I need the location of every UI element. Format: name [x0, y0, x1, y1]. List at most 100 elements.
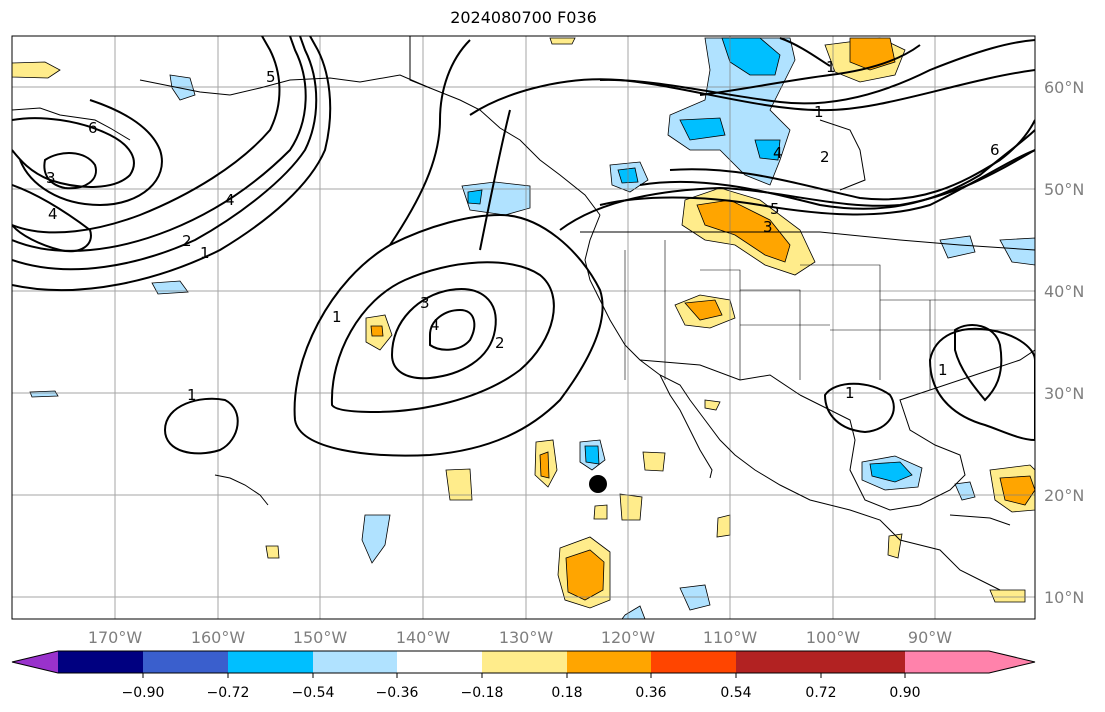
anomaly-region-hawaii-positive [265, 545, 280, 559]
colorbar-tick-label: −0.54 [292, 685, 335, 701]
contour-jet-4 [639, 129, 1035, 210]
anomaly-core-northeast [849, 37, 896, 71]
colorbar-tick-label: −0.36 [376, 685, 419, 701]
contour-pacific-high-outer [293, 213, 604, 457]
coast-baja [659, 374, 713, 479]
anomaly-core-pacific-1 [370, 325, 384, 337]
lat-label: 10°N [1044, 588, 1084, 607]
contour-west-7 [12, 184, 92, 253]
colorbar-tick-label: 0.90 [889, 685, 920, 701]
coast-west-us [584, 214, 1001, 591]
contour-pacific-high-2 [330, 261, 555, 414]
lon-label: 110°W [703, 628, 758, 647]
coast-hawaii [214, 474, 269, 506]
contour-east-1 [928, 327, 1035, 442]
anomaly-core-nevada [684, 299, 723, 321]
contour-label-6: 6 [990, 141, 1000, 159]
anomaly-region-pacific-negative-2 [29, 390, 59, 398]
anomaly-core-subtropic-1 [539, 451, 550, 479]
latitude-labels: 60°N 50°N 40°N 30°N 20°N 10°N [1044, 78, 1084, 607]
colorbar-segment [736, 651, 821, 673]
anomaly-region-northwest-positive [12, 61, 61, 79]
lon-label: 130°W [499, 628, 554, 647]
colorbar-tick-label: 0.72 [805, 685, 836, 701]
border-alaska [409, 36, 431, 89]
state-lines [624, 240, 1035, 390]
anomaly-core-goa [467, 189, 483, 205]
anomaly-core-gulf [869, 461, 913, 483]
colorbar-tick-label: 0.36 [635, 685, 666, 701]
contour-label-5: 5 [770, 200, 780, 218]
contours [12, 36, 1035, 457]
lat-label: 50°N [1044, 180, 1084, 199]
anomaly-region-top-positive [549, 37, 576, 45]
contour-pacific-ridge-2 [479, 109, 511, 251]
colorbar-ticks [142, 673, 906, 678]
contour-pacific-high-4 [429, 308, 476, 351]
colorbar-segment [651, 651, 736, 673]
location-marker [589, 475, 607, 493]
anomaly-core-subtropic-neg-1 [584, 445, 600, 465]
contour-label-4: 4 [48, 205, 58, 223]
anomaly-core-canada-3 [754, 139, 781, 161]
colorbar: −0.90 −0.72 −0.54 −0.36 −0.18 0.18 0.36 … [11, 650, 1036, 701]
colorbar-extend-low [12, 651, 58, 673]
contour-label-5: 5 [266, 68, 276, 86]
contour-pacific-high-3 [390, 288, 497, 380]
contour-label-4: 4 [430, 316, 440, 334]
anomaly-core-montana [696, 199, 791, 263]
colorbar-segment [143, 651, 228, 673]
anomaly-region-greatlakes-negative [939, 235, 976, 259]
lon-label: 170°W [88, 628, 143, 647]
contour-labels: 1 1 4 5 3 6 6 3 4 4 2 1 5 1 3 4 2 1 1 1 [46, 58, 1000, 404]
lon-label: 120°W [601, 628, 656, 647]
colorbar-segment [228, 651, 313, 673]
colorbar-tick-label: −0.18 [461, 685, 504, 701]
contour-label-2: 2 [820, 148, 830, 166]
contour-canada-3 [599, 39, 1035, 105]
graticule [12, 36, 1035, 619]
contour-label-3: 3 [420, 294, 430, 312]
contour-label-2: 2 [495, 334, 505, 352]
contour-label-1: 1 [332, 308, 342, 326]
contour-east-2 [954, 324, 1003, 402]
contour-west-6 [12, 117, 135, 188]
contour-canada-1 [699, 44, 921, 96]
anomaly-region-south-positive-4 [887, 533, 903, 559]
anomaly-region-subtropic-positive-5 [593, 504, 608, 520]
lon-label: 90°W [908, 628, 952, 647]
contour-label-3: 3 [763, 218, 773, 236]
colorbar-segment [567, 651, 651, 673]
contour-hawaii-1 [163, 397, 239, 455]
colorbar-segment [821, 651, 905, 673]
map-background [12, 36, 1035, 619]
coast-aleutians [139, 79, 231, 96]
lat-label: 60°N [1044, 78, 1084, 97]
anomaly-region-south-positive-2 [989, 589, 1026, 603]
contour-label-3: 3 [46, 169, 56, 187]
border-us-canada [580, 231, 1035, 251]
colorbar-tick-label: 0.54 [720, 685, 751, 701]
colorbar-segment [905, 651, 989, 673]
anomaly-region-subtropic-positive-2 [642, 451, 666, 472]
colorbar-outline [11, 650, 1036, 674]
colorbar-segment [482, 651, 567, 673]
contour-jet-3 [599, 149, 1035, 216]
contour-label-1: 1 [826, 58, 836, 76]
contour-west-3 [12, 36, 332, 292]
contour-west-8 [43, 152, 97, 190]
map-frame [11, 35, 1036, 620]
colorbar-tick-label: −0.72 [207, 685, 250, 701]
anomaly-core-canada-2 [679, 117, 726, 141]
contour-label-1: 1 [845, 384, 855, 402]
coast-kamchatka [12, 107, 131, 141]
coast-cuba [949, 514, 1011, 526]
colorbar-tick-label: 0.18 [551, 685, 582, 701]
anomaly-region-subtropic-positive-4 [619, 493, 643, 521]
contour-label-1: 1 [814, 103, 824, 121]
anomaly-region-east-negative [999, 237, 1035, 266]
lon-label: 150°W [293, 628, 348, 647]
colorbar-segment [58, 651, 143, 673]
anomaly-core-caribbean [999, 475, 1035, 506]
